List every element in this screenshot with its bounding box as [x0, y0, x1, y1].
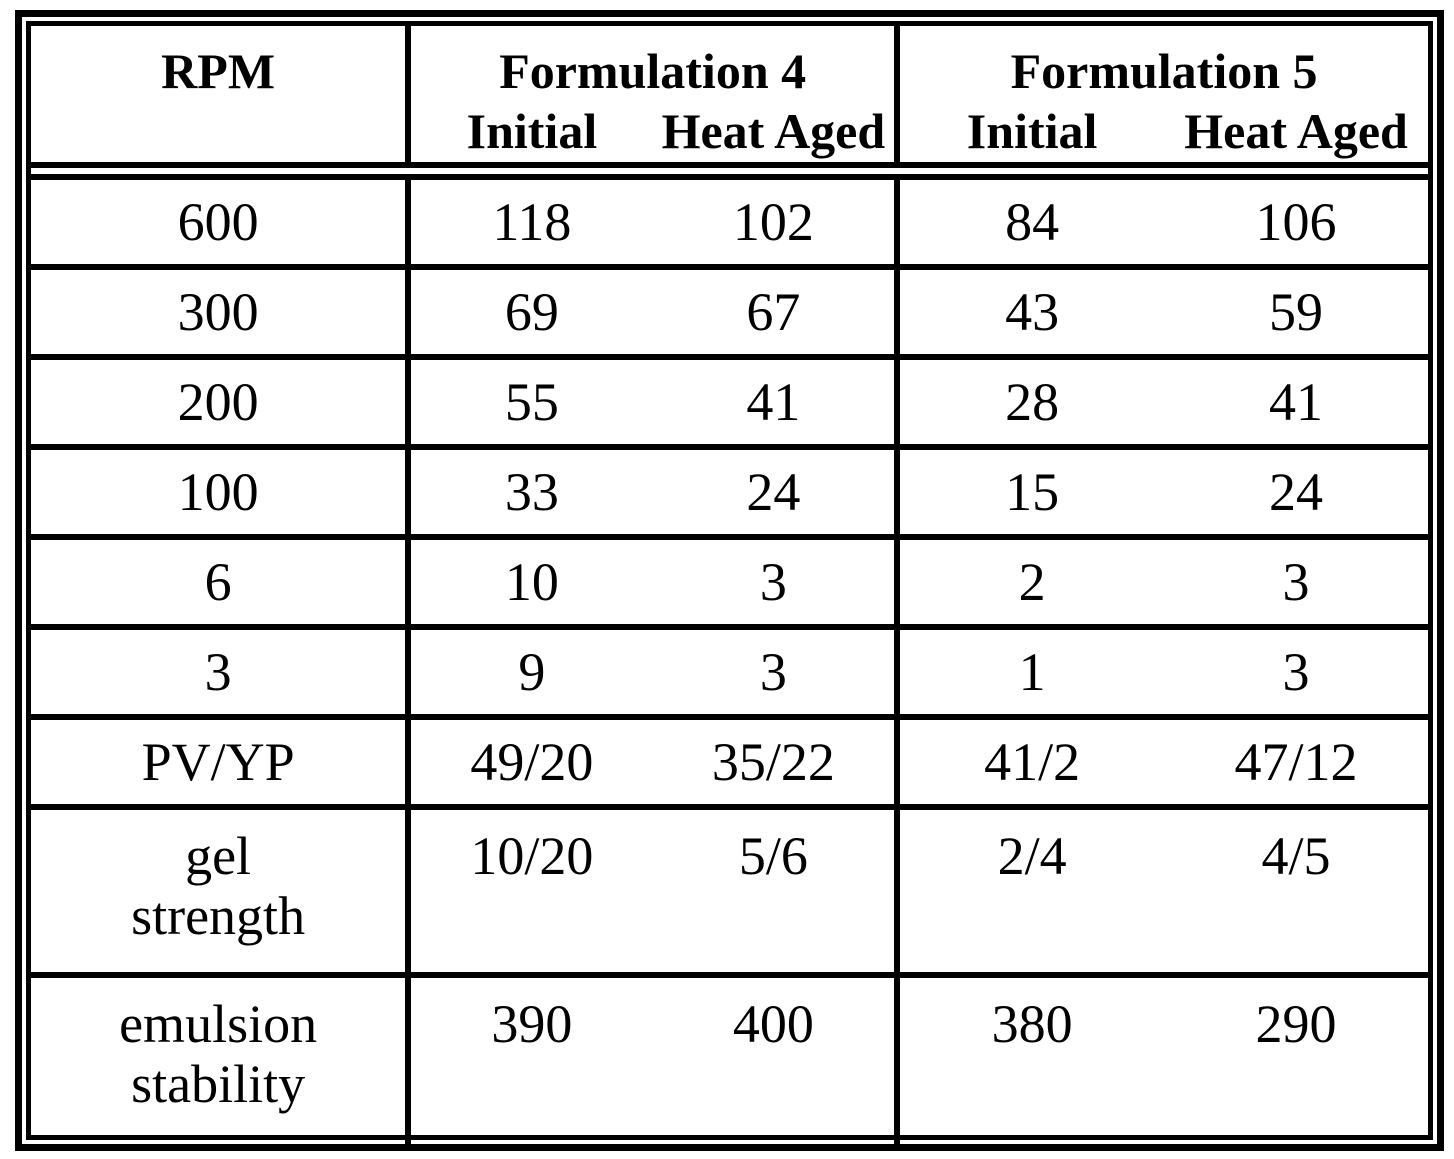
row-label-cell: 100 [31, 444, 409, 537]
f5-initial-value: 2/4 [997, 826, 1067, 886]
row-label: 100 [177, 461, 259, 522]
table-row: 3 9 3 1 3 [31, 624, 1428, 717]
row-label: 200 [177, 371, 259, 432]
row-label-cell: 3 [31, 624, 409, 717]
formulation-5-header: Formulation 5 Initial Heat Aged [894, 26, 1428, 180]
data-table: RPM Formulation 4 Initial Heat Aged Form… [31, 26, 1428, 1146]
table-row: 200 55 41 28 41 [31, 354, 1428, 447]
f5-initial-subheader: Initial [966, 103, 1098, 159]
f5-heat-aged-value: 24 [1269, 461, 1324, 522]
row-label: 6 [204, 551, 232, 612]
f4-initial-value: 33 [504, 461, 559, 522]
table-row: PV/YP 49/20 35/22 41/2 47/12 [31, 714, 1428, 807]
f5-initial-value: 380 [991, 994, 1073, 1054]
f5-initial-value: 84 [1005, 191, 1060, 252]
formulation-5-title: Formulation 5 [1010, 43, 1318, 99]
table-row: 100 33 24 15 24 [31, 444, 1428, 537]
rpm-column-header: RPM [31, 26, 409, 180]
f4-initial-value: 49/20 [470, 731, 594, 792]
f4-initial-value: 10 [504, 551, 559, 612]
formulation-5-values-cell: 1 3 [894, 624, 1428, 717]
f4-heat-aged-value: 5/6 [738, 826, 808, 886]
f4-heat-aged-value: 3 [759, 641, 787, 702]
f4-initial-value: 118 [492, 191, 572, 252]
formulation-5-values-cell: 41/2 47/12 [894, 714, 1428, 807]
formulation-5-values-cell: 15 24 [894, 444, 1428, 537]
formulation-4-title: Formulation 4 [499, 43, 807, 99]
f5-heat-aged-value: 106 [1255, 191, 1337, 252]
f5-initial-value: 15 [1005, 461, 1060, 522]
f4-heat-aged-value: 41 [746, 371, 801, 432]
table-inner-frame: RPM Formulation 4 Initial Heat Aged Form… [26, 21, 1433, 1146]
f4-initial-value: 69 [504, 281, 559, 342]
f5-heat-aged-value: 290 [1255, 994, 1337, 1054]
table-row: 600 118 102 84 106 [31, 168, 1428, 267]
f4-initial-value: 390 [491, 994, 573, 1054]
f5-initial-value: 43 [1005, 281, 1060, 342]
row-label-cell: emulsion stability [31, 972, 409, 1146]
f4-heat-aged-value: 67 [746, 281, 801, 342]
formulation-4-values-cell: 10 3 [405, 534, 898, 627]
formulation-5-values-cell: 2/4 4/5 [894, 804, 1428, 975]
f5-initial-value: 1 [1018, 641, 1046, 702]
formulation-5-values-cell: 380 290 [894, 972, 1428, 1146]
formulation-4-values-cell: 390 400 [405, 972, 898, 1146]
f4-initial-value: 9 [518, 641, 546, 702]
f5-heat-aged-value: 4/5 [1261, 826, 1331, 886]
formulation-5-values-cell: 43 59 [894, 264, 1428, 357]
f5-initial-value: 2 [1018, 551, 1046, 612]
row-label-cell: 200 [31, 354, 409, 447]
formulation-4-values-cell: 118 102 [405, 168, 898, 267]
f5-initial-value: 41/2 [984, 731, 1081, 792]
table-row: emulsion stability 390 400 380 290 [31, 972, 1428, 1146]
f4-heat-aged-subheader: Heat Aged [661, 103, 886, 159]
f4-heat-aged-value: 102 [732, 191, 814, 252]
formulation-4-header: Formulation 4 Initial Heat Aged [405, 26, 898, 180]
row-label-cell: 600 [31, 168, 409, 267]
formulation-4-values-cell: 49/20 35/22 [405, 714, 898, 807]
f4-heat-aged-value: 3 [759, 551, 787, 612]
row-label: emulsion stability [119, 994, 318, 1115]
row-label-cell: gel strength [31, 804, 409, 975]
f5-heat-aged-value: 3 [1282, 641, 1310, 702]
rpm-header-label: RPM [161, 43, 276, 99]
f4-initial-subheader: Initial [466, 103, 598, 159]
f5-heat-aged-subheader: Heat Aged [1184, 103, 1408, 159]
row-label: 300 [177, 281, 259, 342]
header-row: RPM Formulation 4 Initial Heat Aged Form… [31, 26, 1428, 180]
f4-heat-aged-value: 35/22 [711, 731, 835, 792]
table-row: gel strength 10/20 5/6 2/4 4/5 [31, 804, 1428, 975]
f4-initial-value: 55 [504, 371, 559, 432]
formulation-5-values-cell: 84 106 [894, 168, 1428, 267]
f5-initial-value: 28 [1005, 371, 1060, 432]
table-row: 6 10 3 2 3 [31, 534, 1428, 627]
row-label: gel strength [131, 826, 306, 947]
f4-heat-aged-value: 400 [732, 994, 814, 1054]
f5-heat-aged-value: 41 [1269, 371, 1324, 432]
f5-heat-aged-value: 3 [1282, 551, 1310, 612]
f5-heat-aged-value: 59 [1269, 281, 1324, 342]
formulation-4-values-cell: 9 3 [405, 624, 898, 717]
formulation-5-values-cell: 28 41 [894, 354, 1428, 447]
formulation-4-values-cell: 55 41 [405, 354, 898, 447]
row-label-cell: PV/YP [31, 714, 409, 807]
table-row: 300 69 67 43 59 [31, 264, 1428, 357]
f5-heat-aged-value: 47/12 [1234, 731, 1358, 792]
row-label: 3 [204, 641, 232, 702]
formulation-4-values-cell: 69 67 [405, 264, 898, 357]
formulation-4-values-cell: 33 24 [405, 444, 898, 537]
formulation-4-values-cell: 10/20 5/6 [405, 804, 898, 975]
formulation-5-values-cell: 2 3 [894, 534, 1428, 627]
f4-initial-value: 10/20 [470, 826, 594, 886]
row-label: 600 [177, 191, 259, 252]
row-label-cell: 6 [31, 534, 409, 627]
row-label: PV/YP [141, 731, 295, 792]
row-label-cell: 300 [31, 264, 409, 357]
rheology-data-table: RPM Formulation 4 Initial Heat Aged Form… [15, 10, 1444, 1151]
f4-heat-aged-value: 24 [746, 461, 801, 522]
